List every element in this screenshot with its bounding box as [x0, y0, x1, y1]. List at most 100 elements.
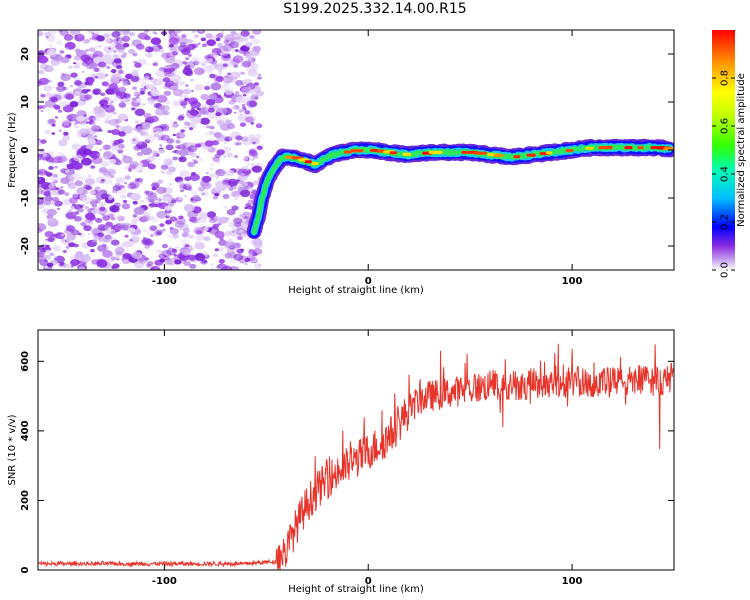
noise-blob [210, 116, 214, 120]
noise-blob [228, 228, 241, 237]
noise-blob [133, 144, 142, 151]
noise-blob [59, 50, 65, 54]
noise-blob [208, 130, 215, 136]
noise-blob [85, 121, 89, 124]
noise-blob [62, 249, 67, 253]
noise-blob [170, 74, 182, 82]
noise-blob [210, 163, 214, 166]
noise-blob [215, 115, 226, 123]
noise-blob [175, 132, 186, 139]
noise-blob [194, 242, 206, 250]
noise-blob [144, 35, 151, 41]
noise-blob [129, 161, 139, 168]
noise-blob [224, 137, 230, 142]
noise-blob [122, 30, 129, 34]
noise-blob [234, 49, 239, 52]
noise-blob [200, 37, 207, 42]
noise-blob [54, 165, 59, 169]
noise-blob [242, 106, 247, 110]
noise-blob [136, 93, 140, 96]
noise-blob [116, 258, 120, 261]
noise-blob [193, 67, 205, 76]
noise-blob [91, 125, 102, 133]
noise-blob [38, 105, 43, 110]
noise-blob [189, 127, 194, 131]
noise-blob [183, 95, 188, 99]
noise-blob [145, 52, 153, 58]
noise-blob [130, 75, 140, 83]
noise-blob [158, 148, 165, 154]
noise-blob [58, 30, 63, 33]
noise-blob [110, 256, 117, 261]
noise-blob [60, 155, 69, 162]
noise-blob [123, 52, 127, 56]
noise-blob [146, 261, 154, 266]
noise-blob [132, 52, 138, 57]
noise-blob [181, 48, 191, 56]
noise-blob [174, 259, 182, 265]
noise-blob [102, 215, 111, 221]
noise-blob [38, 228, 43, 233]
noise-blob [128, 48, 136, 54]
noise-blob [83, 158, 89, 162]
noise-blob [94, 135, 98, 138]
noise-blob [41, 260, 48, 266]
noise-blob [87, 48, 92, 52]
noise-blob [51, 85, 56, 89]
noise-blob [67, 182, 77, 190]
snr-ytick-label: 600 [20, 351, 31, 372]
noise-blob [43, 85, 53, 92]
noise-blob [76, 115, 85, 122]
noise-blob [67, 209, 73, 213]
noise-blob [117, 149, 124, 154]
noise-blob [223, 155, 227, 158]
noise-blob [152, 130, 156, 133]
noise-blob [250, 122, 255, 125]
noise-blob [124, 175, 131, 180]
noise-blob [38, 69, 45, 75]
noise-blob [111, 31, 121, 38]
noise-blob [130, 219, 138, 225]
noise-blob [252, 30, 262, 35]
noise-blob [113, 139, 121, 145]
noise-blob [38, 77, 49, 86]
noise-blob [150, 217, 159, 223]
noise-blob [125, 96, 133, 102]
noise-blob [38, 181, 48, 189]
noise-blob [97, 61, 107, 68]
noise-blob [206, 39, 216, 47]
noise-blob [97, 207, 108, 215]
noise-blob [132, 89, 141, 96]
noise-blob [215, 74, 219, 77]
noise-blob [84, 81, 90, 86]
noise-blob [250, 94, 259, 101]
noise-blob [244, 257, 251, 262]
noise-blob [222, 63, 228, 68]
noise-blob [71, 143, 81, 150]
noise-blob [93, 128, 98, 132]
noise-blob [52, 196, 59, 202]
noise-blob [194, 253, 206, 261]
noise-blob [54, 116, 58, 119]
noise-blob [109, 140, 114, 144]
noise-blob [183, 194, 188, 198]
noise-blob [84, 118, 89, 121]
spectrogram-ytick-label: -20 [20, 237, 31, 255]
noise-blob [201, 43, 207, 48]
noise-blob [205, 125, 211, 129]
noise-blob [199, 157, 204, 162]
noise-blob [170, 199, 177, 204]
noise-blob [201, 175, 212, 183]
noise-blob [148, 76, 154, 81]
snr-xlabel: Height of straight line (km) [288, 584, 424, 595]
noise-blob [184, 97, 190, 102]
noise-blob [233, 253, 244, 261]
noise-blob [62, 86, 66, 89]
noise-blob [178, 156, 187, 163]
noise-blob [194, 233, 205, 241]
noise-blob [73, 154, 83, 162]
colorbar-tick-label: 0.0 [720, 262, 731, 278]
noise-blob [44, 230, 54, 238]
noise-blob [97, 224, 107, 231]
